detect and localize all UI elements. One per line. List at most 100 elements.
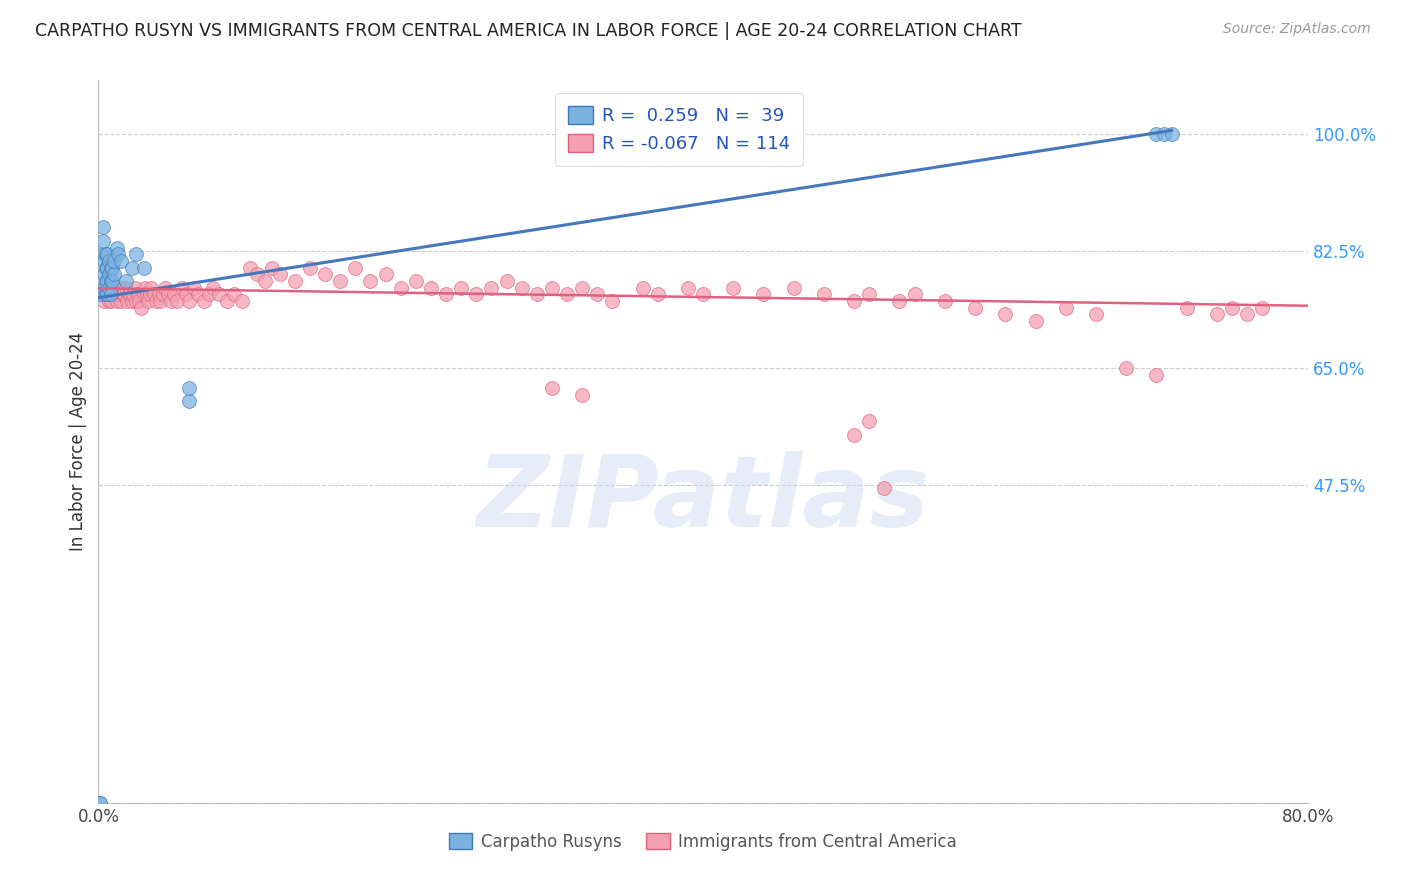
Point xyxy=(1236,307,1258,322)
Point xyxy=(1160,127,1182,141)
Point xyxy=(723,281,745,295)
Text: CARPATHO RUSYN VS IMMIGRANTS FROM CENTRAL AMERICA IN LABOR FORCE | AGE 20-24 COR: CARPATHO RUSYN VS IMMIGRANTS FROM CENTRA… xyxy=(35,22,1022,40)
Point xyxy=(179,381,201,395)
Point xyxy=(389,281,412,295)
Point xyxy=(96,247,118,261)
Point xyxy=(166,294,188,309)
Point xyxy=(1115,361,1137,376)
Point xyxy=(246,268,269,282)
Point xyxy=(526,287,548,301)
Point xyxy=(110,294,132,309)
Point xyxy=(183,281,205,295)
Point xyxy=(676,281,699,295)
Point xyxy=(193,294,215,309)
Point xyxy=(752,287,775,301)
Point xyxy=(103,254,125,268)
Point xyxy=(91,234,114,248)
Point xyxy=(93,254,115,268)
Point xyxy=(153,281,176,295)
Point xyxy=(360,274,382,288)
Point xyxy=(450,281,472,295)
Point xyxy=(187,287,209,301)
Point xyxy=(231,294,253,309)
Point xyxy=(329,274,352,288)
Point xyxy=(160,294,183,309)
Y-axis label: In Labor Force | Age 20-24: In Labor Force | Age 20-24 xyxy=(69,332,87,551)
Point xyxy=(873,482,896,496)
Point xyxy=(139,287,162,301)
Point xyxy=(100,260,122,275)
Point xyxy=(844,294,866,309)
Point xyxy=(858,287,880,301)
Point xyxy=(91,220,114,235)
Point xyxy=(571,281,593,295)
Point xyxy=(602,294,624,309)
Point xyxy=(253,274,276,288)
Point xyxy=(215,294,238,309)
Point xyxy=(96,260,118,275)
Point xyxy=(125,294,148,309)
Point xyxy=(94,281,117,295)
Point xyxy=(89,796,111,810)
Point xyxy=(110,287,132,301)
Point xyxy=(91,247,114,261)
Point xyxy=(103,281,125,295)
Point xyxy=(100,287,122,301)
Point xyxy=(93,268,115,282)
Point xyxy=(813,287,835,301)
Point xyxy=(844,427,866,442)
Point xyxy=(163,287,186,301)
Point xyxy=(145,294,167,309)
Point xyxy=(555,287,578,301)
Point xyxy=(103,268,125,282)
Point xyxy=(156,287,179,301)
Point xyxy=(89,796,111,810)
Point xyxy=(105,241,128,255)
Point xyxy=(110,254,132,268)
Point xyxy=(586,287,609,301)
Point xyxy=(128,294,150,309)
Point xyxy=(510,281,533,295)
Point xyxy=(124,281,146,295)
Point xyxy=(1144,368,1167,382)
Point xyxy=(108,281,131,295)
Point xyxy=(434,287,457,301)
Point xyxy=(105,294,128,309)
Point xyxy=(174,287,197,301)
Point xyxy=(114,281,136,295)
Point xyxy=(104,287,127,301)
Point xyxy=(134,281,156,295)
Point xyxy=(135,287,157,301)
Point xyxy=(98,294,121,309)
Point xyxy=(94,247,117,261)
Point xyxy=(94,260,117,275)
Point xyxy=(571,387,593,401)
Point xyxy=(101,260,124,275)
Point xyxy=(143,287,166,301)
Point xyxy=(141,281,163,295)
Point xyxy=(100,294,122,309)
Point xyxy=(405,274,427,288)
Point xyxy=(179,394,201,409)
Point xyxy=(114,274,136,288)
Point xyxy=(1085,307,1108,322)
Point xyxy=(631,281,654,295)
Point xyxy=(122,287,145,301)
Point xyxy=(1024,314,1046,328)
Text: ZIPatlas: ZIPatlas xyxy=(477,450,929,548)
Point xyxy=(132,260,155,275)
Point xyxy=(1206,307,1229,322)
Point xyxy=(889,294,911,309)
Point xyxy=(202,281,225,295)
Point xyxy=(96,287,118,301)
Point xyxy=(224,287,246,301)
Point xyxy=(96,287,118,301)
Text: Source: ZipAtlas.com: Source: ZipAtlas.com xyxy=(1223,22,1371,37)
Point xyxy=(132,287,155,301)
Point xyxy=(269,268,291,282)
Point xyxy=(858,414,880,429)
Point xyxy=(100,281,122,295)
Point xyxy=(904,287,927,301)
Point xyxy=(239,260,262,275)
Point xyxy=(783,281,806,295)
